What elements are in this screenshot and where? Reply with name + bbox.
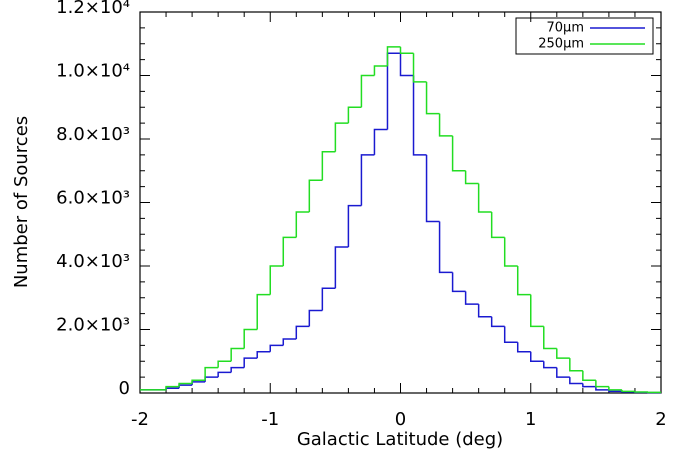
histogram-step [321,287,336,311]
histogram-step [256,293,271,330]
histogram-step [243,328,258,349]
histogram-step [308,309,323,327]
y-tick-label: 1.0×10⁴ [56,61,130,82]
histogram-step [569,358,583,372]
histogram-step [438,113,453,137]
histogram-step [243,357,258,368]
histogram-step [425,81,440,115]
histogram-step [334,246,349,289]
histogram-step [269,265,284,295]
x-tick-label: 1 [525,409,536,430]
y-tick-label: 8.0×10³ [56,124,130,145]
histogram-step [399,46,414,55]
histogram-step [230,347,245,362]
histogram-step [412,53,427,83]
histogram-step [451,272,466,293]
x-axis-label: Galactic Latitude (deg) [297,429,503,450]
y-axis-label: Number of Sources [11,116,32,288]
histogram-step [464,170,479,185]
histogram-step [582,370,596,382]
histogram-step [230,366,245,373]
histogram-step [347,106,362,124]
histogram-step [543,326,557,350]
legend-label: 70μm [547,21,584,36]
y-tick-label: 6.0×10³ [56,188,130,209]
histogram-step [217,360,232,368]
histogram-step [334,122,349,152]
histogram-step [582,383,596,388]
histogram-step [477,304,492,318]
histogram-step [516,342,531,353]
histogram-step [386,52,401,130]
histogram-step [165,385,180,390]
x-tick-label: 2 [655,409,666,430]
histogram-step [386,46,401,66]
histogram-step [634,391,648,393]
histogram-step [412,75,427,156]
histogram-step [204,366,219,381]
histogram-step [165,387,180,390]
histogram-step [608,386,622,391]
histogram-step [191,379,206,384]
histogram-step [556,348,570,359]
histogram-step [269,344,284,352]
histogram-step [621,389,635,393]
histogram-step [425,154,440,223]
histogram-step [373,65,388,76]
histogram-step [178,382,193,387]
histogram-step [543,361,557,369]
histogram-step [191,381,206,386]
histogram-step [295,325,310,340]
histogram-step [451,135,466,172]
x-tick-label: 0 [395,409,406,430]
histogram-step [556,367,570,378]
histogram-step [438,221,453,274]
histogram-step [477,183,492,213]
x-tick-label: -1 [261,409,279,430]
y-tick-label: 4.0×10³ [56,251,130,272]
histogram-step [530,294,544,328]
legend-box [515,17,654,55]
histogram-step [217,371,232,378]
x-tick-label: -2 [131,409,149,430]
y-tick-label: 0 [119,378,130,399]
histogram-step [490,212,505,239]
histogram-step [490,316,505,328]
histogram-step [347,204,362,247]
histogram-step [399,53,414,77]
histogram-step [360,74,375,108]
histogram-step [503,237,518,267]
histogram-step [178,384,193,389]
histogram-step [595,386,609,391]
histogram-step [569,377,583,385]
histogram-step [321,150,336,181]
histogram-step [595,380,609,388]
histogram-step [516,266,531,296]
histogram-step [464,291,479,305]
histogram-step [308,179,323,213]
legend-label: 250μm [538,37,584,52]
histogram-step [530,351,544,362]
histogram-step [295,211,310,238]
y-tick-label: 1.2×10⁴ [56,0,130,18]
histogram-step [373,128,388,155]
y-tick-label: 2.0×10³ [56,315,130,336]
histogram-step [256,350,271,359]
histogram-step [282,236,297,266]
histogram-step [503,326,518,343]
histogram-step [282,338,297,346]
histogram-step [204,376,219,382]
histogram-step [360,154,375,206]
